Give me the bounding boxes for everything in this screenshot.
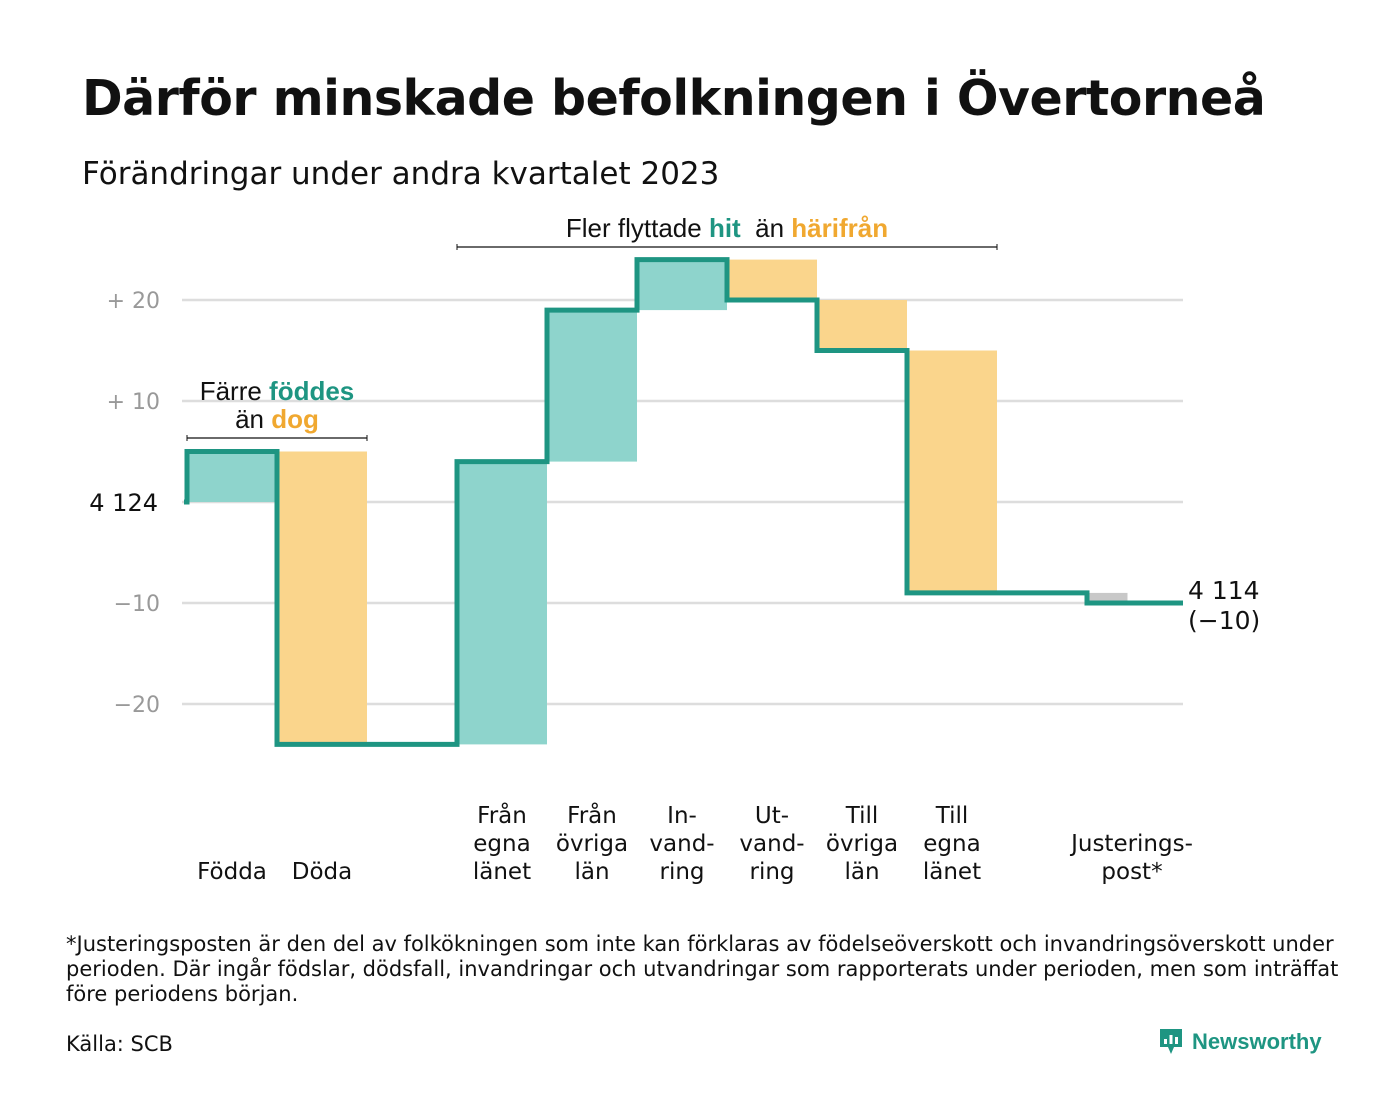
category-label: Från (567, 801, 617, 829)
chart-subtitle: Förändringar under andra kvartalet 2023 (82, 156, 720, 192)
chart-title: Därför minskade befolkningen i Övertorne… (82, 70, 1266, 127)
annotation-text: Fler flyttade hit än härifrån (566, 213, 888, 243)
category-label: län (574, 859, 609, 885)
category-label: Till (935, 803, 969, 829)
category-label: post* (1101, 859, 1162, 885)
bar-decrease (907, 350, 997, 593)
category-label: övriga (826, 831, 898, 857)
annotation-segment: föddes (269, 376, 354, 406)
footnote: *Justeringsposten är den del av folkökni… (66, 932, 1339, 1006)
newsworthy-logo: Newsworthy (1158, 1027, 1322, 1057)
newsworthy-logo-icon (1160, 1029, 1182, 1054)
category-label: ring (749, 859, 794, 885)
category-label: egna (473, 831, 530, 857)
annotation-segment: än (235, 404, 271, 434)
category-label: vand- (649, 831, 714, 857)
annotation-segment: Fler flyttade (566, 213, 709, 243)
annotation-text: än dog (235, 404, 319, 434)
y-tick-label: −20 (114, 693, 160, 718)
category-label: Från (477, 801, 527, 829)
category-label: länet (923, 859, 981, 885)
category-label: vand- (739, 831, 804, 857)
category-label: Justerings- (1069, 831, 1193, 857)
bar-decrease (727, 259, 817, 300)
source-label: Källa: SCB (66, 1032, 173, 1056)
newsworthy-logo-text: Newsworthy (1192, 1029, 1322, 1054)
annotation-segment: Färre (200, 376, 269, 406)
bar-increase (187, 451, 277, 502)
category-label: ring (659, 859, 704, 885)
end-change-label: (−10) (1188, 606, 1260, 635)
waterfall-chart: + 20 + 10 −10 −20 4 124 4 114(−10) Födda Döda Fr… (89, 213, 1260, 885)
start-value-label: 4 124 (89, 489, 158, 517)
category-label: Födda (197, 859, 267, 885)
annotation-segment: härifrån (791, 213, 888, 243)
bar-increase (547, 310, 637, 462)
category-label: övriga (556, 831, 628, 857)
category-label: Döda (292, 859, 352, 885)
y-tick-label: −10 (114, 592, 160, 617)
category-label: länet (473, 859, 531, 885)
annotation-segment: än (741, 213, 792, 243)
annotation-text: Färre föddes (200, 376, 355, 406)
bar-increase (457, 461, 547, 745)
category-label: In- (667, 803, 697, 829)
bar-decrease (277, 451, 367, 745)
category-label: Till (845, 803, 879, 829)
y-tick-label: + 10 (107, 390, 160, 415)
annotation-segment: dog (271, 404, 319, 434)
y-tick-label: + 20 (107, 289, 160, 314)
end-value-label: 4 114 (1188, 576, 1260, 605)
bar-decrease (817, 300, 907, 351)
bar-adjustment (1087, 592, 1128, 603)
category-label: län (844, 859, 879, 885)
category-label: Ut- (755, 803, 789, 829)
bar-increase (637, 259, 727, 311)
category-label: egna (923, 831, 980, 857)
cumulative-line (184, 257, 1183, 747)
annotation-segment: hit (709, 213, 741, 243)
